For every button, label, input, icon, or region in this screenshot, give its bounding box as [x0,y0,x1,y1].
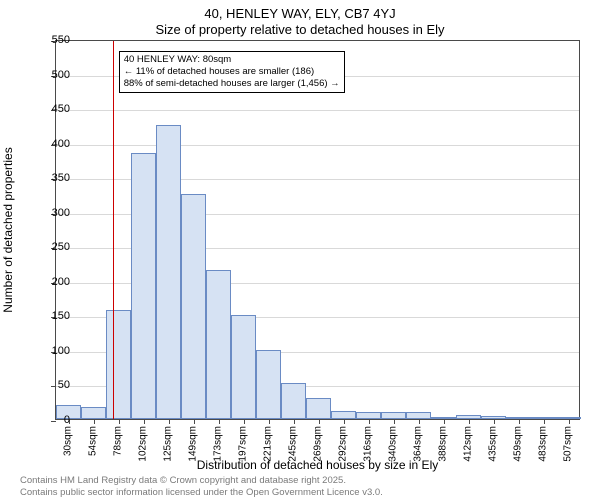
x-tick-mark [369,419,370,424]
y-tick-label: 250 [35,241,70,253]
x-tick-mark [344,419,345,424]
x-tick-mark [394,419,395,424]
y-tick-label: 0 [35,414,70,426]
y-tick-label: 350 [35,172,70,184]
plot-area: 40 HENLEY WAY: 80sqm← 11% of detached ho… [55,40,580,420]
histogram-chart: 40, HENLEY WAY, ELY, CB7 4YJ Size of pro… [0,0,600,500]
x-tick-mark [119,419,120,424]
x-tick-mark [294,419,295,424]
x-tick-mark [544,419,545,424]
x-tick-label: 412sqm [462,426,473,462]
x-tick-mark [244,419,245,424]
histogram-bar [406,412,431,419]
x-tick-mark [144,419,145,424]
histogram-bar [356,412,381,419]
chart-title-address: 40, HENLEY WAY, ELY, CB7 4YJ [0,6,600,21]
y-tick-label: 450 [35,103,70,115]
x-tick-label: 125sqm [162,426,173,462]
x-tick-mark [319,419,320,424]
y-tick-label: 50 [35,379,70,391]
histogram-bar [206,270,231,419]
x-tick-mark [469,419,470,424]
annotation-line-1: 40 HENLEY WAY: 80sqm [124,54,340,66]
y-tick-label: 100 [35,345,70,357]
histogram-bar [106,310,131,419]
gridline [56,145,579,146]
y-tick-label: 200 [35,276,70,288]
x-tick-label: 388sqm [437,426,448,462]
x-tick-label: 30sqm [62,426,73,456]
x-tick-label: 316sqm [362,426,373,462]
histogram-bar [131,153,156,419]
y-tick-label: 400 [35,138,70,150]
gridline [56,110,579,111]
histogram-bar [256,350,281,419]
x-tick-mark [94,419,95,424]
x-tick-label: 221sqm [262,426,273,462]
footer-line-1: Contains HM Land Registry data © Crown c… [20,475,383,486]
y-tick-label: 550 [35,34,70,46]
footer-line-2: Contains public sector information licen… [20,487,383,498]
histogram-bar [306,398,331,419]
x-tick-mark [519,419,520,424]
histogram-bar [381,412,406,419]
histogram-bar [81,407,106,419]
x-tick-label: 364sqm [412,426,423,462]
chart-title-desc: Size of property relative to detached ho… [0,22,600,37]
x-tick-mark [494,419,495,424]
x-tick-label: 173sqm [212,426,223,462]
y-axis-label: Number of detached properties [1,147,15,312]
x-tick-label: 197sqm [237,426,248,462]
histogram-bar [156,125,181,419]
histogram-bar [181,194,206,419]
x-tick-label: 149sqm [187,426,198,462]
histogram-bar [281,383,306,419]
x-tick-label: 459sqm [512,426,523,462]
x-tick-mark [419,419,420,424]
y-tick-label: 500 [35,69,70,81]
y-tick-label: 300 [35,207,70,219]
x-tick-label: 292sqm [337,426,348,462]
histogram-bar [231,315,256,419]
x-tick-mark [269,419,270,424]
x-tick-mark [169,419,170,424]
x-tick-mark [194,419,195,424]
annotation-line-3: 88% of semi-detached houses are larger (… [124,78,340,90]
x-tick-mark [569,419,570,424]
x-tick-label: 269sqm [312,426,323,462]
x-tick-label: 102sqm [137,426,148,462]
annotation-box: 40 HENLEY WAY: 80sqm← 11% of detached ho… [119,51,345,93]
x-tick-label: 340sqm [387,426,398,462]
x-tick-mark [219,419,220,424]
x-tick-label: 78sqm [112,426,123,456]
histogram-bar [331,411,356,419]
annotation-line-2: ← 11% of detached houses are smaller (18… [124,66,340,78]
subject-marker-line [113,41,114,419]
footer-attribution: Contains HM Land Registry data © Crown c… [20,475,383,498]
y-tick-label: 150 [35,310,70,322]
x-tick-label: 507sqm [562,426,573,462]
x-tick-label: 483sqm [537,426,548,462]
x-tick-label: 54sqm [87,426,98,456]
x-tick-label: 245sqm [287,426,298,462]
x-tick-mark [444,419,445,424]
x-tick-label: 435sqm [487,426,498,462]
